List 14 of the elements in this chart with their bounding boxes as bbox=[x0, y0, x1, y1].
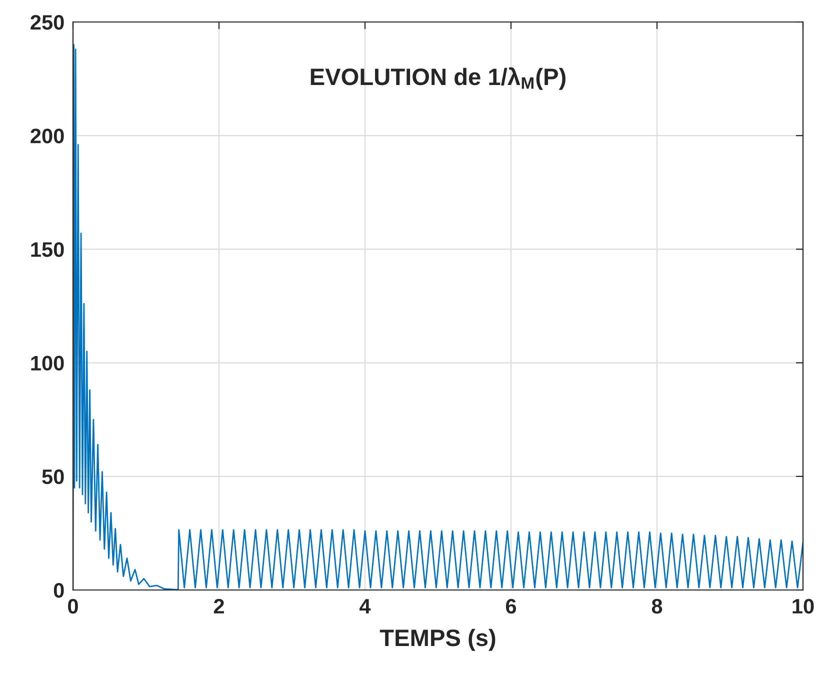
x-tick-label: 2 bbox=[214, 598, 224, 614]
x-tick-label: 10 bbox=[792, 598, 814, 614]
x-tick-label: 4 bbox=[360, 599, 371, 614]
y-tick-label: 150 bbox=[31, 242, 64, 257]
x-tick-label: 8 bbox=[652, 598, 662, 614]
x-tick-label: 0 bbox=[68, 598, 78, 614]
text: EVOLUTION de 1/λ$_{M}$(P) bbox=[310, 67, 566, 90]
y-tick-label: 250 bbox=[30, 15, 64, 30]
y-tick-label: 200 bbox=[30, 128, 64, 144]
y-tick-label: 50 bbox=[42, 469, 64, 484]
x-tick-label: 6 bbox=[506, 598, 516, 614]
y-tick-label: 0 bbox=[54, 583, 64, 598]
x-axis-title: TEMPS (s) bbox=[380, 628, 496, 651]
y-tick-label: 100 bbox=[31, 356, 64, 371]
